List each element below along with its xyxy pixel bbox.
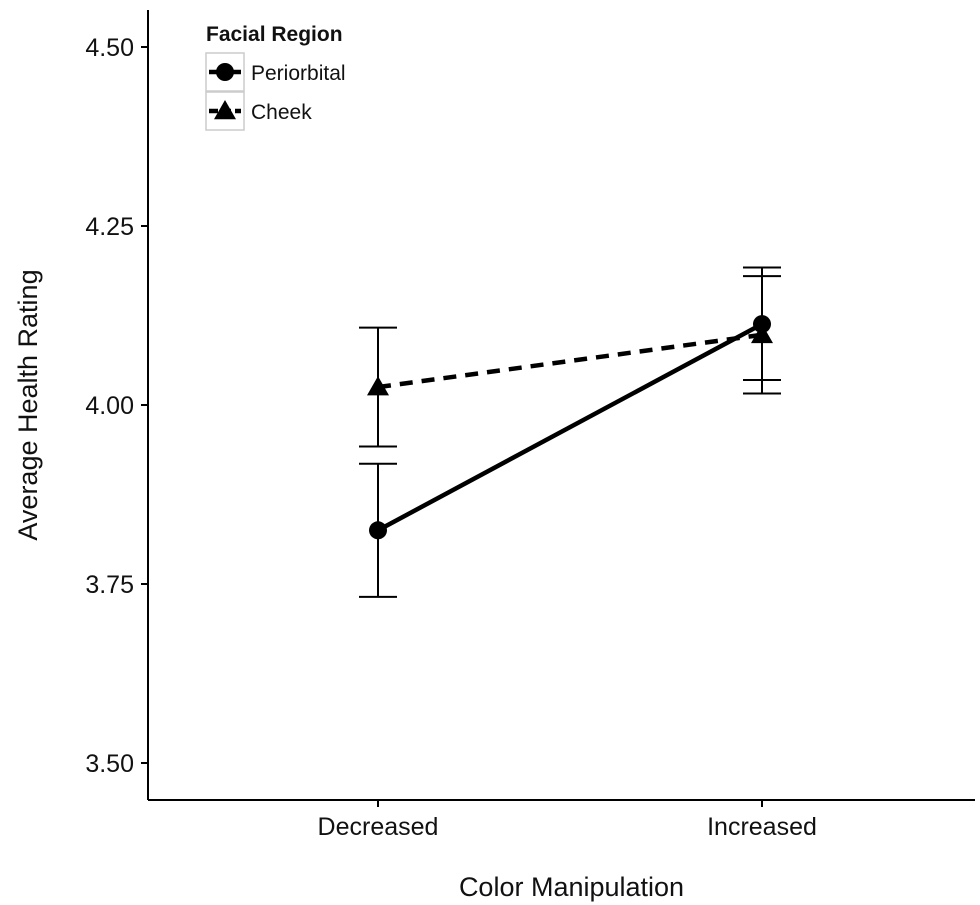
error-bars <box>359 266 781 598</box>
legend-label: Cheek <box>251 101 312 124</box>
data-point-periorbital <box>369 521 387 540</box>
series-lines <box>376 322 764 533</box>
series-line-cheek <box>377 332 763 390</box>
x-ticks: Decreased Increased <box>318 800 817 841</box>
y-tick-label: 4.00 <box>85 392 134 420</box>
series-line-periorbital <box>376 322 764 533</box>
x-tick-label: Decreased <box>318 813 439 841</box>
y-ticks: 3.50 3.75 4.00 4.25 4.50 <box>85 34 148 778</box>
legend-key-marker-cheek <box>214 100 236 120</box>
y-tick-label: 3.75 <box>85 571 134 599</box>
x-tick-label: Increased <box>707 813 817 841</box>
y-tick-label: 4.25 <box>85 213 134 241</box>
y-tick-label: 4.50 <box>85 34 134 62</box>
axes <box>147 10 975 801</box>
y-tick-label: 3.50 <box>85 750 134 778</box>
legend: Facial Region Periorbital Cheek <box>205 23 346 131</box>
data-point-cheek <box>367 376 389 396</box>
legend-label: Periorbital <box>251 62 346 85</box>
y-axis-title: Average Health Rating <box>13 269 43 540</box>
data-point-cheek <box>751 323 773 344</box>
x-axis-title: Color Manipulation <box>459 872 684 902</box>
legend-key-marker-periorbital <box>216 63 234 81</box>
legend-title: Facial Region <box>206 23 343 46</box>
series-markers <box>367 315 773 540</box>
